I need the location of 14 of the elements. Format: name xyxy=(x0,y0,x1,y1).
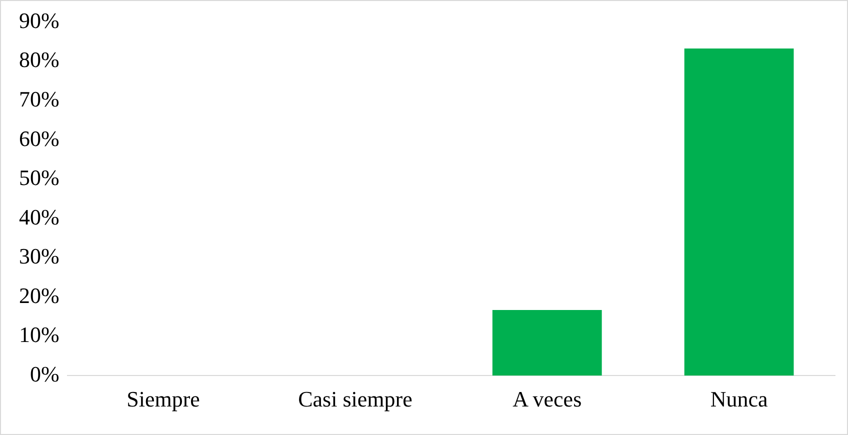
y-tick-label: 20% xyxy=(19,282,60,308)
y-tick-label: 50% xyxy=(19,165,60,190)
y-tick-label: 80% xyxy=(19,47,60,72)
x-tick-label: Siempre xyxy=(126,386,200,412)
y-tick-label: 70% xyxy=(19,86,60,112)
x-tick-label: A veces xyxy=(512,386,582,412)
y-tick-label: 30% xyxy=(19,244,60,269)
y-tick-label: 40% xyxy=(19,204,60,230)
y-tick-label: 90% xyxy=(19,8,60,33)
y-tick-label: 60% xyxy=(19,126,60,151)
y-tick-label: 10% xyxy=(19,322,60,348)
x-tick-label: Nunca xyxy=(710,386,768,412)
x-tick-label: Casi siempre xyxy=(298,386,412,412)
y-tick-label: 0% xyxy=(30,361,60,386)
